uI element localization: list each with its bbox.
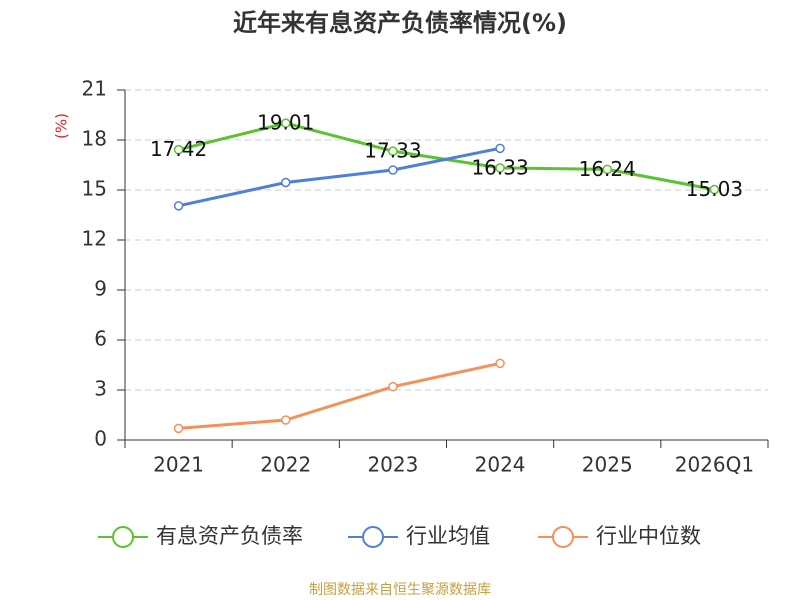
data-point <box>281 177 291 188</box>
data-point <box>173 423 184 434</box>
x-tick-label: 2022 <box>260 453 311 477</box>
x-tick-label: 2021 <box>153 453 204 477</box>
y-axis-label: (%) <box>53 113 71 139</box>
x-tick-label: 2025 <box>582 453 633 477</box>
data-label: 17.42 <box>150 137 207 161</box>
y-tick-label: 0 <box>94 427 107 451</box>
series-line <box>178 361 501 430</box>
data-point <box>602 164 612 175</box>
data-point <box>281 118 291 128</box>
data-point <box>388 146 398 156</box>
legend-marker <box>552 526 574 548</box>
y-tick-label: 18 <box>82 127 107 151</box>
source-note: 制图数据来自恒生聚源数据库 <box>309 582 491 598</box>
legend-label: 行业中位数 <box>596 524 701 548</box>
y-tick-label: 21 <box>82 77 107 101</box>
data-label: 15.03 <box>686 177 743 201</box>
data-point <box>495 163 505 173</box>
y-tick-label: 9 <box>94 277 107 301</box>
data-point <box>173 201 184 211</box>
legend-label: 有息资产负债率 <box>156 524 303 548</box>
data-point <box>281 415 291 425</box>
legend-marker <box>362 526 384 548</box>
data-label: 16.24 <box>579 157 636 181</box>
legend-marker <box>112 526 134 548</box>
x-tick-label: 2024 <box>475 453 526 477</box>
x-tick-label: 2026Q1 <box>675 453 754 477</box>
y-tick-label: 15 <box>82 177 107 201</box>
chart-title: 近年来有息资产负债率情况(%) <box>233 9 567 37</box>
y-tick-label: 6 <box>94 327 107 351</box>
y-tick-label: 12 <box>82 227 107 251</box>
legend-label: 行业均值 <box>406 524 490 548</box>
y-tick-label: 3 <box>94 377 107 401</box>
data-label: 17.33 <box>364 139 421 163</box>
data-point <box>388 165 398 175</box>
data-point <box>388 381 398 392</box>
data-point <box>495 143 505 154</box>
data-point <box>173 144 184 155</box>
data-point <box>495 358 505 369</box>
series-line <box>178 146 501 208</box>
data-label: 16.33 <box>471 155 528 179</box>
data-label: 19.01 <box>257 111 314 135</box>
x-tick-label: 2023 <box>367 453 418 477</box>
data-point <box>709 184 720 195</box>
